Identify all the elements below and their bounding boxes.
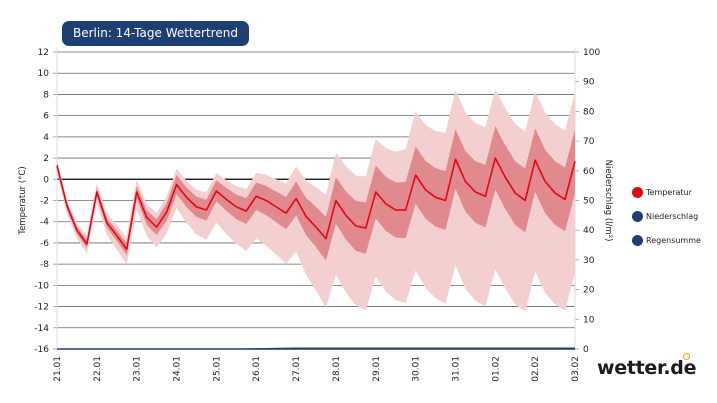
legend-item-precipitation[interactable]: Niederschlag [632,210,701,222]
y2-tick-label: 30 [583,256,595,266]
legend-swatch [632,234,643,246]
y-tick-label: 8 [43,90,49,100]
y-tick-label: -6 [40,239,49,249]
y-tick-label: -8 [40,260,49,270]
logo-dot-icon [683,353,690,360]
x-tick-label: 29.01 [372,356,382,382]
x-tick-label: 27.01 [292,356,302,382]
y2-tick-label: 20 [583,286,595,296]
y2-tick-label: 70 [583,137,595,147]
y2-tick-label: 100 [583,48,600,58]
x-tick-label: 21.01 [53,356,63,382]
y2-tick-label: 10 [583,315,595,325]
y-tick-label: -10 [34,281,49,291]
chart-title: Berlin: 14-Tage Wettertrend [63,22,248,45]
legend-label: Niederschlag [646,211,699,221]
y-tick-label: -14 [34,324,49,334]
y-tick-label: -16 [34,345,49,355]
x-tick-label: 03.02 [571,356,581,382]
legend-swatch [632,186,643,198]
y-tick-label: 12 [38,48,49,58]
y-tick-label: 4 [43,133,49,143]
x-tick-label: 25.01 [212,356,222,382]
y-tick-label: -2 [40,197,49,207]
wetter-de-logo: wetter.de [597,357,697,379]
legend-label: Temperatur [646,187,692,197]
legend-label: Regensumme [646,235,701,245]
temperature-inner-band [57,126,575,261]
y-tick-label: 6 [43,112,49,122]
legend: Temperatur Niederschlag Regensumme [632,186,701,258]
y2-tick-label: 60 [583,167,595,177]
legend-swatch [632,210,643,222]
y-tick-label: 2 [43,154,49,164]
y2-tick-label: 50 [583,197,595,207]
x-tick-label: 24.01 [173,356,183,382]
x-tick-label: 28.01 [332,356,342,382]
y2-tick-label: 0 [583,345,589,355]
x-tick-label: 22.01 [93,356,103,382]
x-tick-label: 31.01 [451,356,461,382]
y-tick-label: 0 [43,175,49,185]
x-tick-label: 02.02 [531,356,541,382]
y2-tick-label: 90 [583,78,595,88]
y-tick-label: -4 [40,218,49,228]
y-axis-title: Temperatur (°C) [18,166,28,235]
y-tick-label: 10 [38,69,50,79]
y2-tick-label: 40 [583,226,595,236]
x-tick-label: 30.01 [412,356,422,382]
legend-item-temperature[interactable]: Temperatur [632,186,701,198]
x-tick-label: 01.02 [491,356,501,382]
legend-item-rain-sum[interactable]: Regensumme [632,234,701,246]
y2-tick-label: 80 [583,107,595,117]
y-tick-label: -12 [34,303,49,313]
y2-axis-title: Niederschlag (l/m²) [603,160,613,242]
x-tick-label: 26.01 [252,356,262,382]
x-tick-label: 23.01 [133,356,143,382]
temperature-outer-band [57,89,575,312]
